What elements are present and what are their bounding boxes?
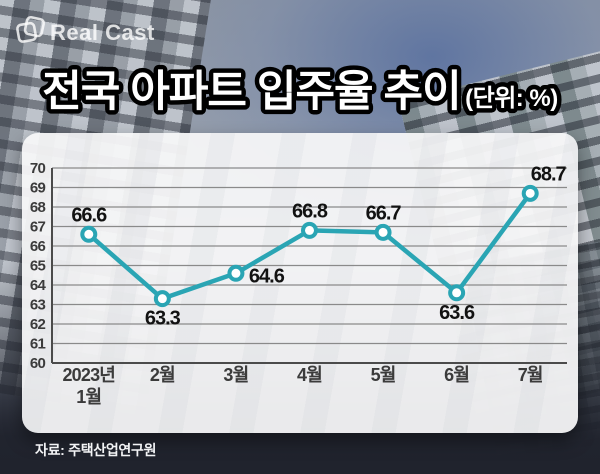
data-point-marker [227, 264, 245, 282]
x-tick-label: 4월 [297, 365, 322, 385]
x-tick-label: 6월 [444, 365, 469, 385]
y-tick-label: 65 [30, 258, 46, 275]
svg-text:전국 아파트 입주율 추이 (단위: %): 전국 아파트 입주율 추이 (단위: %) [42, 68, 558, 116]
x-tick-label: 2월 [150, 365, 175, 385]
y-tick-label: 60 [30, 355, 46, 372]
data-point-marker [521, 184, 539, 202]
data-point-label: 66.8 [292, 200, 328, 222]
data-point-marker [448, 284, 466, 302]
page-title: 전국 아파트 입주율 추이 [42, 68, 460, 116]
data-point-label: 64.6 [249, 265, 285, 287]
y-tick-label: 67 [30, 219, 46, 236]
chart-title-block: 전국 아파트 입주율 추이 (단위: %) [38, 64, 563, 121]
y-tick-label: 61 [30, 336, 46, 353]
x-tick-label: 5월 [371, 365, 396, 385]
y-tick-label: 64 [30, 277, 47, 294]
x-tick-label: 7월 [518, 365, 543, 385]
y-tick-label: 69 [30, 180, 46, 197]
y-tick-label: 66 [30, 238, 46, 255]
data-point-label: 66.6 [71, 204, 107, 226]
data-point-marker [80, 225, 98, 243]
y-tick-label: 68 [30, 199, 46, 216]
realcast-logo-text: Real Cast [50, 20, 155, 45]
data-point-marker [153, 290, 171, 308]
data-point-label: 63.6 [439, 302, 475, 324]
realcast-logo-icon [16, 15, 46, 43]
y-tick-label: 63 [30, 297, 46, 314]
x-tick-label: 2023년 1월 [62, 365, 115, 407]
data-point-marker [301, 221, 318, 239]
realcast-logo: Real Cast [16, 15, 155, 45]
data-point-label: 66.7 [366, 202, 402, 224]
chart-panel: 60 61 62 63 64 65 66 67 68 69 70 2023년 1월 2월 3월 4월 5월 6월 7… [22, 133, 578, 433]
x-tick-label: 3월 [223, 365, 248, 385]
source-label: 자료: 주택산업연구원 [35, 442, 157, 458]
title-unit-label: (단위: %) [465, 85, 558, 112]
y-tick-label: 62 [30, 316, 46, 333]
data-point-label: 63.3 [145, 308, 181, 330]
line-chart: 60 61 62 63 64 65 66 67 68 69 70 2023년 1월 2월 3월 4월 5월 6월 7… [30, 160, 568, 407]
y-tick-label: 70 [30, 160, 46, 177]
data-point-label: 68.7 [531, 163, 567, 185]
data-point-marker [374, 223, 392, 241]
